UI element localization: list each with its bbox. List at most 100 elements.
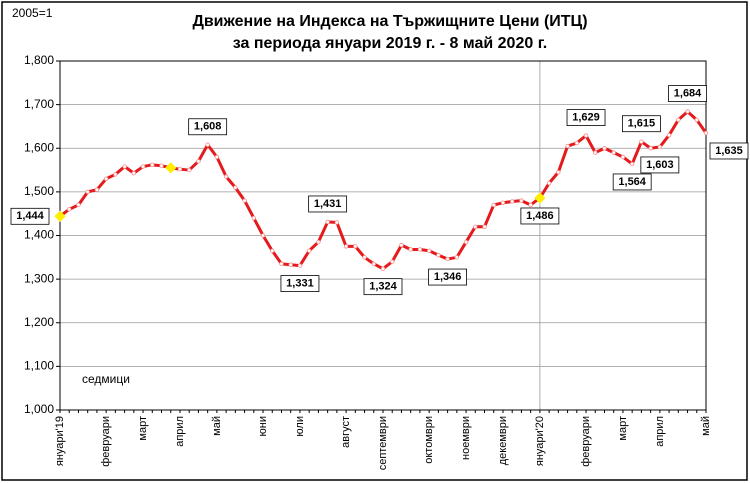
data-point (205, 142, 210, 147)
x-tick-label: ноември (460, 416, 472, 460)
data-point (676, 117, 681, 123)
x-tick-label: октомври (423, 416, 435, 464)
data-point (251, 215, 256, 221)
data-point (214, 154, 220, 160)
data-point (270, 248, 275, 253)
data-point (694, 117, 699, 123)
data-point (94, 187, 100, 192)
data-point (463, 239, 469, 245)
data-label: 1,486 (526, 210, 554, 222)
data-point (500, 200, 506, 205)
data-point (306, 248, 312, 253)
data-point (510, 199, 515, 204)
data-point (159, 163, 164, 168)
highlight-marker (165, 162, 177, 174)
data-point (325, 219, 330, 225)
data-point (454, 255, 460, 260)
data-point (223, 174, 229, 179)
chart-subtitle: за периода януари 2019 г. - 8 май 2020 г… (233, 35, 547, 52)
data-point (436, 252, 441, 258)
label-box (10, 207, 50, 225)
data-point (390, 259, 395, 264)
label-box (709, 142, 749, 160)
label-box (640, 156, 680, 174)
y-tick-label: 1,500 (24, 184, 54, 198)
data-point (343, 244, 349, 249)
data-point (399, 242, 404, 248)
data-point (556, 170, 561, 175)
data-point (196, 159, 201, 164)
data-label: 1,684 (674, 88, 702, 100)
data-point (417, 247, 423, 252)
data-point (233, 185, 238, 190)
data-point (186, 167, 192, 173)
data-point (260, 233, 266, 238)
label-box (280, 275, 320, 293)
x-tick-label: април (174, 416, 186, 447)
data-point (362, 255, 367, 260)
x-tick-label: септември (377, 416, 389, 470)
data-label: 1,564 (618, 176, 646, 188)
data-point (140, 164, 146, 169)
base-note: 2005=1 (12, 6, 53, 20)
data-label: 1,608 (194, 121, 222, 133)
data-point (565, 143, 570, 149)
y-tick-label: 1,300 (24, 271, 54, 285)
highlight-marker (534, 192, 546, 204)
x-tick-label: юни (257, 416, 269, 436)
data-point (353, 244, 358, 249)
data-point (528, 202, 533, 208)
x-tick-label: март (137, 416, 149, 441)
label-box (668, 85, 707, 103)
data-point (703, 130, 709, 136)
data-point (122, 164, 127, 169)
data-point (371, 261, 376, 267)
x-tick-label: май (211, 416, 223, 436)
data-point (279, 261, 284, 267)
data-point (242, 198, 247, 203)
data-point (131, 170, 137, 176)
data-point (445, 256, 450, 262)
y-tick-label: 1,400 (24, 228, 54, 242)
data-point (657, 144, 663, 150)
x-tick-label: януари'19 (54, 416, 66, 466)
data-point (648, 146, 653, 151)
data-point (297, 263, 303, 268)
data-label: 1,324 (369, 281, 397, 293)
data-point (666, 132, 672, 138)
data-point (103, 176, 109, 181)
data-point (574, 140, 579, 146)
data-label: 1,431 (314, 198, 342, 210)
label-box (622, 115, 661, 133)
y-tick-label: 1,800 (24, 53, 54, 67)
x-tick-label: януари'20 (534, 416, 546, 466)
data-point (380, 266, 386, 271)
data-label: 1,615 (628, 118, 656, 130)
data-point (583, 133, 589, 138)
data-label: 1,629 (572, 112, 600, 124)
data-point (602, 146, 607, 151)
x-tick-label: март (617, 416, 629, 441)
data-point (334, 220, 340, 225)
data-point (288, 262, 293, 267)
data-point (685, 109, 690, 114)
chart-title: Движение на Индекса на Тържищните Цени (… (192, 13, 587, 30)
data-point (620, 154, 626, 160)
data-label: 1,346 (434, 271, 462, 283)
label-box (520, 207, 560, 225)
x-axis-label: седмици (82, 372, 130, 386)
y-tick-label: 1,200 (24, 315, 54, 329)
label-box (566, 109, 606, 126)
x-tick-label: февруари (100, 416, 112, 467)
data-point (426, 248, 432, 253)
data-point (67, 207, 72, 212)
data-point (519, 198, 524, 203)
data-label: 1,444 (16, 210, 44, 222)
data-point (177, 166, 183, 172)
y-tick-label: 1,100 (24, 359, 54, 373)
data-point (85, 189, 90, 195)
x-tick-label: февруари (580, 416, 592, 467)
data-point (473, 224, 478, 229)
data-label: 1,331 (286, 278, 314, 290)
